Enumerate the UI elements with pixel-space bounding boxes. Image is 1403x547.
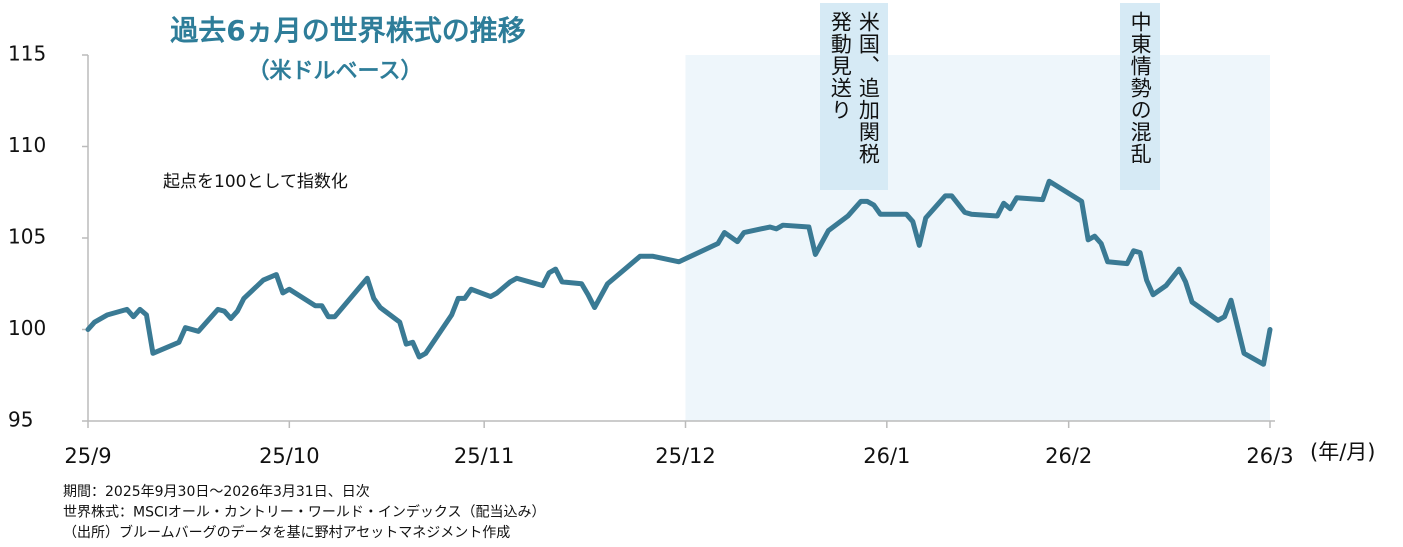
x-tick-label: 26/1 [863, 444, 910, 468]
y-tick-label: 110 [8, 133, 46, 157]
annotation-text: 発動見送り [828, 11, 853, 121]
shaded-period [685, 55, 1270, 421]
x-unit: (年/月) [1310, 440, 1375, 464]
index-line [85, 178, 1273, 367]
index-note: 起点を100として指数化 [163, 172, 348, 192]
footnote: 期間：2025年9月30日～2026年3月31日、日次 [63, 484, 370, 500]
x-tick-label: 25/10 [259, 444, 320, 468]
chart-title: 過去6ヵ月の世界株式の推移 [170, 14, 525, 47]
y-tick-label: 105 [8, 225, 46, 249]
annotation-text: 中東情勢の混乱 [1128, 11, 1153, 165]
y-tick-label: 115 [8, 42, 46, 66]
footnote: 世界株式：MSCIオール・カントリー・ワールド・インデックス（配当込み） [63, 504, 545, 521]
x-tick-label: 25/12 [655, 444, 716, 468]
x-tick-label: 25/9 [64, 444, 111, 468]
footnote: （出所）ブルームバーグのデータを基に野村アセットマネジメント作成 [63, 524, 510, 541]
x-tick-label: 26/3 [1246, 444, 1293, 468]
x-tick-label: 26/2 [1045, 444, 1092, 468]
y-tick-label: 100 [8, 316, 46, 340]
x-tick-label: 25/11 [454, 444, 515, 468]
event-annotation: 中東情勢の混乱 [1120, 3, 1161, 190]
event-annotation: 米国、追加関税 発動見送り [820, 3, 889, 190]
chart-subtitle: （米ドルベース） [248, 59, 423, 84]
y-tick-label: 95 [8, 408, 33, 432]
annotation-text: 米国、追加関税 [856, 11, 881, 165]
